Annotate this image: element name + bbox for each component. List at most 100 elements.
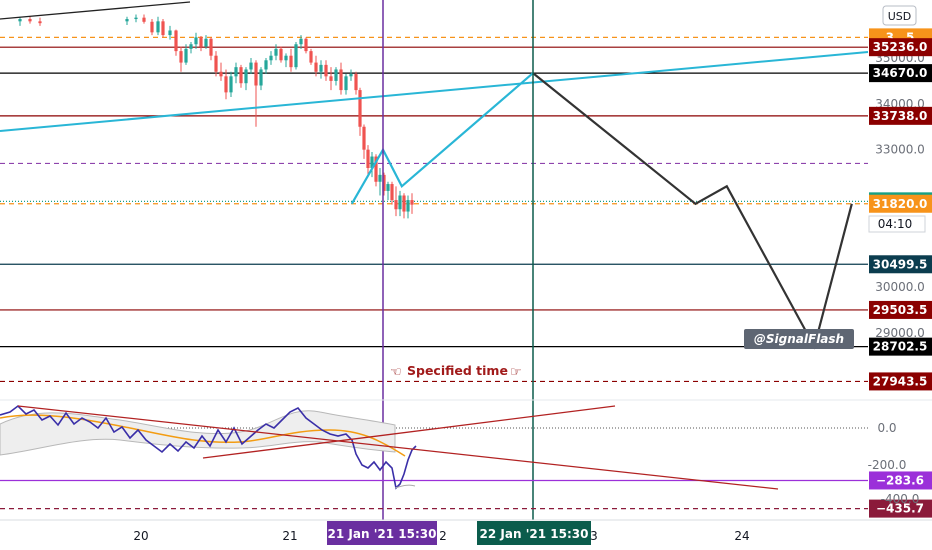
osc-band-tail bbox=[394, 484, 416, 489]
candle-body bbox=[319, 64, 323, 72]
candle-body bbox=[410, 200, 414, 205]
time-marker-label: 21 Jan '21 15:30 bbox=[327, 521, 437, 545]
candle-body bbox=[204, 38, 208, 47]
candle-body bbox=[329, 76, 333, 81]
price-projection bbox=[350, 72, 853, 350]
price-level-lines bbox=[0, 36, 868, 383]
osc-bands bbox=[0, 410, 396, 456]
svg-text:22 Jan '21 15:30: 22 Jan '21 15:30 bbox=[480, 527, 589, 541]
price-tick-label: 30000.0 bbox=[875, 280, 925, 294]
specified-time-annotation: ☜ Specified time ☞ bbox=[390, 363, 522, 380]
projection-path[interactable] bbox=[350, 72, 534, 205]
candle-body bbox=[370, 156, 374, 168]
candle-body bbox=[304, 38, 308, 52]
svg-text:21 Jan '21 15:30: 21 Jan '21 15:30 bbox=[328, 527, 437, 541]
candle-body bbox=[314, 62, 318, 72]
candle-body bbox=[289, 55, 293, 68]
trendlines bbox=[0, 1, 869, 132]
pointing-left-icon: ☜ bbox=[390, 365, 402, 380]
osc-level-label: −435.7 bbox=[869, 499, 932, 518]
candle-body bbox=[18, 19, 22, 22]
pointing-right-icon: ☞ bbox=[510, 365, 522, 380]
candle-body bbox=[38, 21, 42, 24]
candle-body bbox=[382, 174, 386, 191]
osc-tick-label: 0.0 bbox=[877, 421, 896, 435]
candle-body bbox=[150, 21, 154, 33]
time-axis[interactable]: 20 21 2 3 24 21 Jan '21 15:30 22 Jan '21 15:30 bbox=[0, 519, 932, 550]
candle-body bbox=[179, 51, 183, 63]
cyan-trendline[interactable] bbox=[0, 51, 869, 132]
candle-body bbox=[254, 62, 258, 86]
osc-tick-label-partial: -400.0 bbox=[881, 492, 920, 506]
osc-up-trendline[interactable] bbox=[202, 405, 616, 459]
osc-level-label: −283.6 bbox=[869, 471, 932, 490]
countdown-text: 04:10 bbox=[878, 217, 913, 231]
svg-text:30499.5: 30499.5 bbox=[873, 257, 928, 271]
svg-text:31820.0: 31820.0 bbox=[873, 197, 928, 211]
price-level-label: 28702.5 bbox=[869, 337, 932, 356]
candle-body bbox=[378, 174, 382, 182]
candle-body bbox=[324, 64, 328, 77]
osc-tick-label: -200.0 bbox=[868, 458, 907, 472]
candle-body bbox=[398, 195, 402, 210]
price-level-label: 27943.5 bbox=[869, 372, 932, 391]
osc-down-trendline[interactable] bbox=[17, 405, 779, 490]
candle-body bbox=[279, 48, 283, 61]
candle-body bbox=[134, 17, 138, 20]
candle-body bbox=[386, 184, 390, 191]
candle-body bbox=[294, 44, 298, 68]
candle-body bbox=[249, 62, 253, 70]
black-trendline[interactable] bbox=[0, 1, 191, 20]
svg-text:35236.0: 35236.0 bbox=[873, 40, 928, 54]
candle-body bbox=[214, 55, 218, 72]
candle-body bbox=[374, 156, 378, 182]
svg-text:−435.7: −435.7 bbox=[876, 502, 924, 516]
candle-body bbox=[168, 30, 172, 36]
price-level-label: 33738.0 bbox=[869, 106, 932, 125]
candle-body bbox=[161, 21, 165, 36]
watermark-text: @SignalFlash bbox=[754, 332, 844, 346]
candle-body bbox=[224, 76, 228, 93]
candle-body bbox=[366, 149, 370, 168]
osc-signal-line bbox=[0, 414, 406, 457]
price-level-label: 29503.5 bbox=[869, 300, 932, 319]
specified-time-label: Specified time bbox=[407, 363, 508, 378]
candle-body bbox=[209, 38, 213, 56]
candle-body bbox=[189, 44, 193, 49]
svg-text:28702.5: 28702.5 bbox=[873, 340, 928, 354]
price-level-label: 34670.0 bbox=[869, 64, 932, 83]
time-tick-label: 24 bbox=[734, 529, 749, 543]
candle-body bbox=[406, 200, 410, 212]
candle-body bbox=[394, 200, 398, 210]
svg-text:−283.6: −283.6 bbox=[876, 473, 924, 487]
candle-body bbox=[269, 55, 273, 61]
osc-main-line bbox=[0, 404, 417, 490]
candlesticks bbox=[18, 14, 414, 219]
time-tick-label: 3 bbox=[590, 529, 598, 543]
candle-body bbox=[402, 195, 406, 212]
svg-text:33738.0: 33738.0 bbox=[873, 109, 928, 123]
candle-body bbox=[264, 60, 268, 70]
projection-path[interactable] bbox=[532, 72, 853, 350]
svg-text:34670.0: 34670.0 bbox=[873, 66, 928, 80]
price-level-label: 30499.5 bbox=[869, 255, 932, 274]
candle-body bbox=[299, 38, 303, 45]
candle-body bbox=[344, 76, 348, 91]
candle-body bbox=[234, 67, 238, 77]
candle-body bbox=[362, 126, 366, 150]
candle-body bbox=[390, 184, 394, 201]
currency-label: USD bbox=[888, 10, 912, 23]
svg-text:27943.5: 27943.5 bbox=[873, 374, 928, 388]
candle-body bbox=[274, 48, 278, 56]
svg-text:29503.5: 29503.5 bbox=[873, 303, 928, 317]
oscillator-axis[interactable]: 0.0 -200.0 -400.0 bbox=[868, 421, 920, 506]
currency-button[interactable]: USD bbox=[882, 5, 917, 26]
candle-body bbox=[219, 71, 223, 77]
time-tick-label: 20 bbox=[133, 529, 148, 543]
candle-body bbox=[339, 69, 343, 91]
candle-body bbox=[229, 76, 233, 93]
candle-body bbox=[354, 74, 358, 91]
price-level-label: 35236.0 bbox=[869, 38, 932, 57]
price-tick-label: 33000.0 bbox=[875, 143, 925, 157]
